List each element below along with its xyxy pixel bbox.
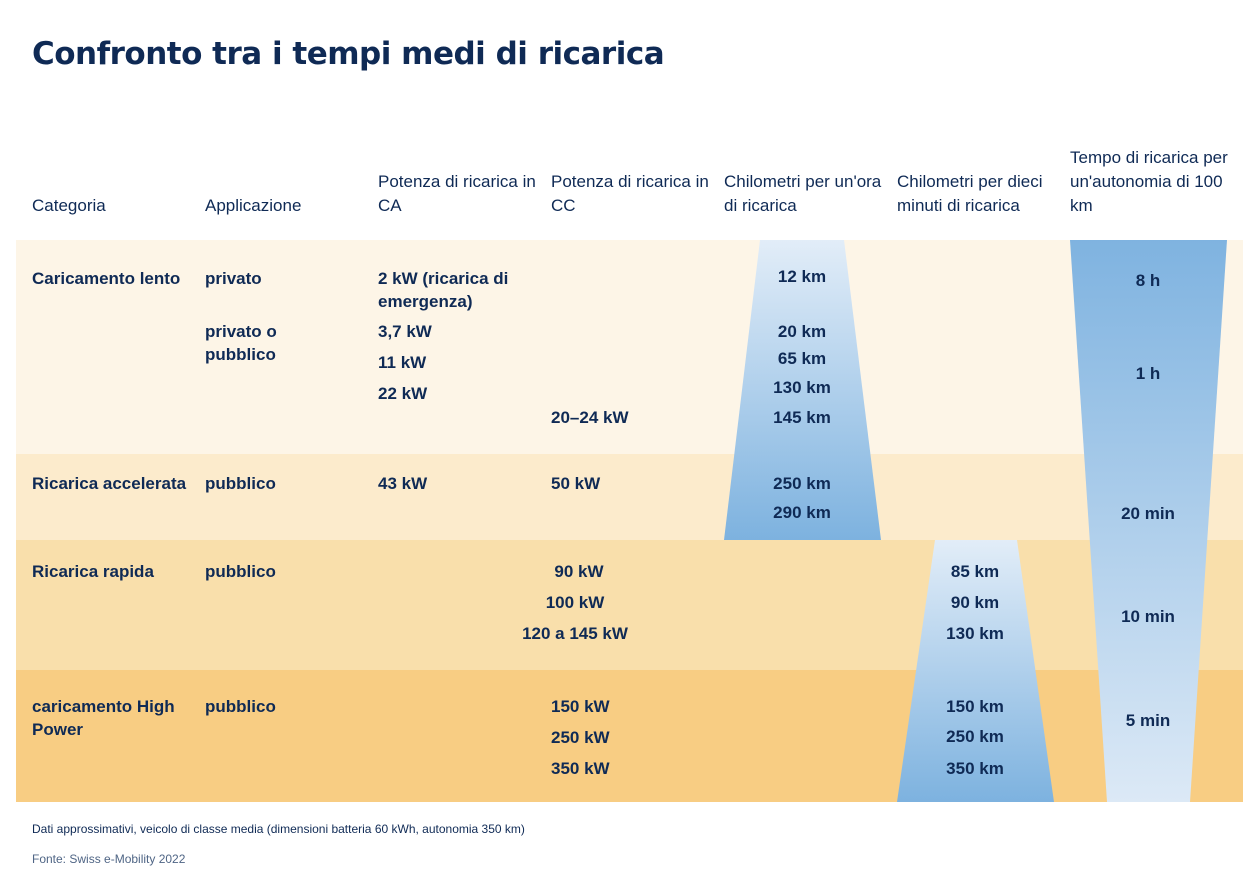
app-pubblico-high-power: pubblico [205, 697, 276, 716]
dc-power-50kw: 50 kW [551, 474, 601, 493]
app-pubblico-accelerata: pubblico [205, 474, 276, 493]
dc-power-350kw: 350 kW [551, 759, 610, 778]
source-note: Fonte: Swiss e-Mobility 2022 [32, 852, 186, 866]
dc-power-250kw: 250 kW [551, 728, 610, 747]
km-10min-250: 250 km [946, 727, 1004, 746]
row-band-ricarica-rapida [16, 540, 1243, 670]
dc-power-120-145kw: 120 a 145 kW [522, 624, 628, 643]
km-hour-12: 12 km [777, 267, 827, 286]
app-privato: privato [205, 269, 262, 288]
category-ricarica-rapida: Ricarica rapida [32, 562, 154, 581]
time-20min: 20 min [1121, 504, 1175, 523]
row-band-caricamento-lento [16, 240, 1243, 454]
km-hour-250: 250 km [773, 474, 831, 493]
header-km-per-10-min: Chilometri per dieci minuti di ricarica [897, 172, 1043, 215]
trapezoid-km-per-ora [724, 240, 881, 540]
footnote: Dati approssimativi, veicolo di classe m… [32, 822, 525, 836]
km-10min-90: 90 km [950, 593, 1000, 612]
ac-power-22kw: 22 kW [378, 384, 428, 403]
page-title: Confronto tra i tempi medi di ricarica [32, 36, 665, 72]
time-1h: 1 h [1135, 364, 1161, 383]
km-10min-130: 130 km [946, 624, 1004, 643]
time-8h: 8 h [1135, 271, 1161, 290]
dc-power-150kw: 150 kW [551, 697, 610, 716]
ac-power-3-7kw: 3,7 kW [378, 322, 432, 341]
km-10min-85: 85 km [950, 562, 1000, 581]
header-categoria: Categoria [32, 196, 106, 215]
header-km-per-ora: Chilometri per un'ora di ricarica [724, 172, 882, 215]
dc-power-20-24kw: 20–24 kW [551, 408, 629, 427]
category-ricarica-accelerata: Ricarica accelerata [32, 474, 187, 493]
km-hour-130: 130 km [773, 378, 831, 397]
app-pubblico-rapida: pubblico [205, 562, 276, 581]
trapezoid-tempo-100km [1070, 240, 1227, 802]
header-potenza-ca: Potenza di ricarica in CA [378, 172, 536, 215]
category-caricamento-lento: Caricamento lento [32, 269, 181, 288]
trapezoid-km-per-10-min [897, 540, 1054, 802]
category-high-power: caricamento High Power [32, 697, 175, 739]
km-hour-65: 65 km [777, 349, 827, 368]
dc-power-100kw: 100 kW [545, 593, 605, 612]
header-applicazione: Applicazione [205, 196, 302, 215]
row-band-ricarica-accelerata [16, 454, 1243, 540]
ac-power-11kw: 11 kW [378, 353, 427, 372]
time-10min: 10 min [1121, 607, 1175, 626]
ac-power-2kw: 2 kW (ricarica di emergenza) [378, 269, 509, 311]
app-privato-o-pubblico: privato o pubblico [205, 322, 277, 364]
header-tempo-100km: Tempo di ricarica per un'autonomia di 10… [1070, 148, 1228, 215]
km-hour-145: 145 km [773, 408, 831, 427]
time-5min: 5 min [1125, 711, 1171, 730]
km-hour-290: 290 km [773, 503, 831, 522]
dc-power-90kw: 90 kW [554, 562, 604, 581]
km-hour-20: 20 km [777, 322, 827, 341]
ac-power-43kw: 43 kW [378, 474, 428, 493]
km-10min-150: 150 km [946, 697, 1004, 716]
km-10min-350: 350 km [946, 759, 1004, 778]
header-potenza-cc: Potenza di ricarica in CC [551, 172, 709, 215]
